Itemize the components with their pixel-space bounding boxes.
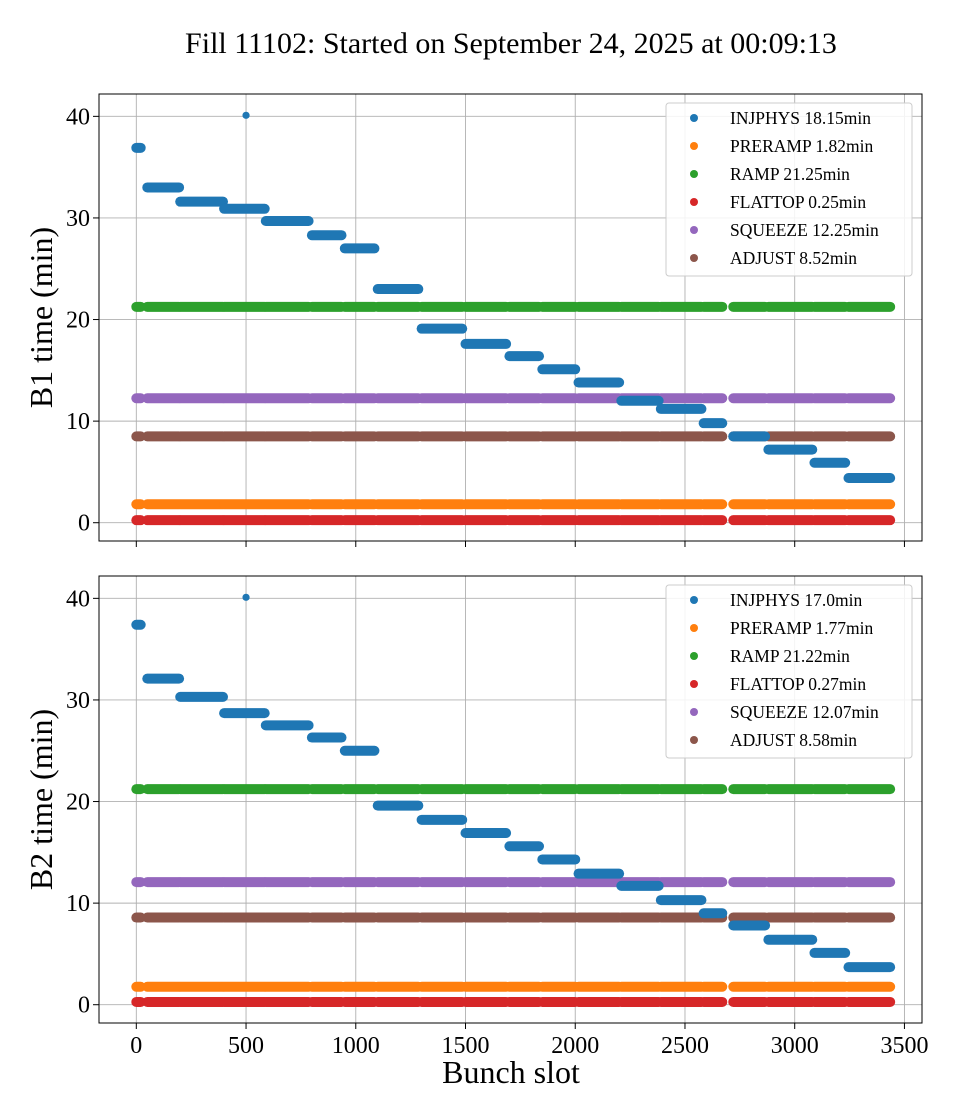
legend-label: FLATTOP 0.25min: [730, 192, 866, 212]
legend-marker: [690, 226, 698, 234]
series-injphys: [131, 111, 896, 484]
legend-label: PRERAMP 1.77min: [730, 618, 874, 638]
y-tick-label: 0: [78, 993, 90, 1019]
legend-label: FLATTOP 0.27min: [730, 674, 866, 694]
legend-label: RAMP 21.25min: [730, 164, 850, 184]
legend-marker: [690, 114, 698, 122]
legend-label: SQUEEZE 12.07min: [730, 702, 879, 722]
legend-marker: [690, 624, 698, 632]
x-tick-label: 2500: [661, 1033, 709, 1059]
series-injphys: [131, 593, 896, 973]
legend-entry-adjust: ADJUST 8.58min: [690, 730, 857, 750]
y-tick-label: 20: [66, 790, 90, 816]
y-tick-label: 40: [66, 586, 90, 612]
x-axis-label: Bunch slot: [442, 1054, 580, 1090]
panel-1: 0 10 20 30 40 B1 time (min) INJPHYS 18.15min PR…: [23, 93, 923, 547]
x-tick-label: 0: [130, 1033, 142, 1059]
legend-marker: [690, 652, 698, 660]
y-tick-label: 30: [66, 688, 90, 714]
y-tick-label: 0: [78, 511, 90, 537]
legend-entry-injphys: INJPHYS 17.0min: [690, 590, 862, 610]
legend-marker: [690, 708, 698, 716]
y-tick-label: 30: [66, 206, 90, 232]
legend: INJPHYS 17.0min PRERAMP 1.77min RAMP 21.22…: [665, 584, 913, 759]
legend-entry-adjust: ADJUST 8.52min: [690, 248, 857, 268]
x-tick-label: 1000: [332, 1033, 380, 1059]
y-axis-label: B2 time (min): [23, 709, 59, 890]
legend-box: [665, 102, 913, 277]
x-tick-label: 500: [228, 1033, 264, 1059]
legend-marker: [690, 254, 698, 262]
legend-marker: [690, 680, 698, 688]
legend-box: [665, 584, 913, 759]
axes-frame: [98, 575, 923, 1024]
legend-label: ADJUST 8.52min: [730, 248, 857, 268]
y-tick-label: 10: [66, 409, 90, 435]
point-injphys: [242, 111, 250, 119]
legend-label: PRERAMP 1.82min: [730, 136, 874, 156]
chart-title: Fill 11102: Started on September 24, 202…: [185, 27, 837, 60]
legend-entry-flattop: FLATTOP 0.27min: [690, 674, 866, 694]
axes-frame: [98, 93, 923, 542]
legend-entry-flattop: FLATTOP 0.25min: [690, 192, 866, 212]
legend-marker: [690, 170, 698, 178]
legend-entry-squeeze: SQUEEZE 12.25min: [690, 220, 879, 240]
point-injphys: [242, 593, 250, 601]
legend-entry-ramp: RAMP 21.25min: [690, 164, 850, 184]
y-tick-label: 40: [66, 104, 90, 130]
x-tick-label: 2000: [551, 1033, 599, 1059]
x-tick-label: 1500: [442, 1033, 490, 1059]
legend-marker: [690, 198, 698, 206]
legend-label: INJPHYS 17.0min: [730, 590, 862, 610]
legend: INJPHYS 18.15min PRERAMP 1.82min RAMP 21.2…: [665, 102, 913, 277]
ticks: 0 500 1000 1500 2000 2500 3000 3500 0 10 20 30 40: [66, 586, 928, 1059]
legend-marker: [690, 596, 698, 604]
legend-entry-preramp: PRERAMP 1.82min: [690, 136, 874, 156]
legend-entry-squeeze: SQUEEZE 12.07min: [690, 702, 879, 722]
legend-entry-ramp: RAMP 21.22min: [690, 646, 850, 666]
legend-label: SQUEEZE 12.25min: [730, 220, 879, 240]
panels: 0 10 20 30 40 B1 time (min) INJPHYS 18.15min PR…: [23, 93, 928, 1059]
x-tick-label: 3000: [771, 1033, 819, 1059]
ticks: 0 10 20 30 40: [66, 104, 905, 547]
y-axis-label: B1 time (min): [23, 227, 59, 408]
legend-label: INJPHYS 18.15min: [730, 108, 871, 128]
legend-entry-preramp: PRERAMP 1.77min: [690, 618, 874, 638]
panel-2: 0 500 1000 1500 2000 2500 3000 3500 0 10 20 30 40 B2 …: [23, 575, 928, 1059]
y-tick-label: 20: [66, 308, 90, 334]
legend-marker: [690, 736, 698, 744]
legend-label: ADJUST 8.58min: [730, 730, 857, 750]
legend-label: RAMP 21.22min: [730, 646, 850, 666]
y-tick-label: 10: [66, 891, 90, 917]
legend-marker: [690, 142, 698, 150]
x-tick-label: 3500: [880, 1033, 928, 1059]
legend-entry-injphys: INJPHYS 18.15min: [690, 108, 871, 128]
